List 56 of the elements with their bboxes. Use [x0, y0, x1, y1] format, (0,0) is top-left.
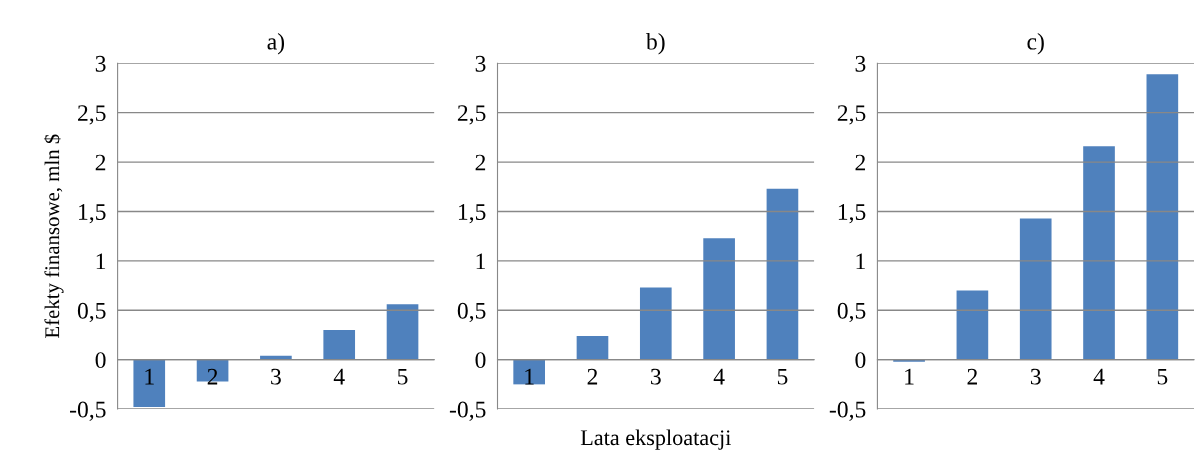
x-tick-label: 3	[271, 368, 281, 385]
y-axis-title: Efekty finansowe, mln $	[43, 134, 64, 338]
x-tick-label: 3	[1030, 368, 1041, 385]
chart-title: a)	[267, 33, 285, 55]
y-tick-label: 2	[95, 154, 106, 171]
y-tick-label: 3	[95, 55, 106, 72]
bar	[1146, 74, 1179, 360]
y-tick-label: 1,5	[838, 204, 866, 224]
x-tick-label: 2	[587, 368, 598, 385]
y-tick-label: -0,5	[449, 401, 486, 421]
y-tick-label: 0,5	[457, 302, 486, 323]
y-tick-label: 3	[475, 55, 486, 72]
x-tick-label: 3	[651, 368, 661, 385]
y-tick-label: 0,5	[77, 302, 106, 323]
y-tick-label: -0,5	[69, 401, 106, 421]
bar	[956, 290, 989, 360]
bar	[703, 238, 735, 360]
y-tick-label: 1	[96, 253, 106, 270]
y-tick-label: 0	[95, 352, 106, 369]
chart-title: b)	[645, 33, 665, 55]
x-tick-label: 1	[145, 368, 154, 385]
x-tick-label: 4	[333, 368, 345, 385]
y-tick-label: 1,5	[458, 204, 486, 224]
chart-title: c)	[1027, 33, 1044, 55]
bar	[386, 304, 419, 360]
bar	[133, 359, 166, 408]
x-tick-label: 5	[398, 368, 408, 385]
y-tick-label: 0	[855, 352, 866, 369]
x-tick-label: 2	[967, 368, 977, 385]
x-tick-label: 1	[905, 368, 914, 385]
y-tick-label: 2,5	[837, 105, 866, 125]
x-tick-label: 4	[713, 368, 725, 385]
y-tick-label: 1,5	[79, 204, 106, 224]
bar	[513, 359, 545, 385]
y-tick-label: 2	[475, 154, 486, 171]
bar	[1019, 218, 1052, 360]
y-tick-label: 0,5	[837, 302, 866, 323]
x-axis-title: Lata eksploatacji	[580, 429, 731, 450]
x-tick-label: 5	[1157, 368, 1168, 385]
y-tick-label: 0	[475, 352, 486, 369]
bar	[639, 287, 672, 360]
y-tick-label: 2,5	[78, 105, 106, 125]
x-tick-label: 4	[1093, 368, 1105, 385]
x-tick-label: 2	[207, 368, 218, 385]
y-tick-label: 1	[856, 253, 865, 270]
y-tick-label: 1	[476, 253, 485, 270]
y-tick-label: 2	[855, 154, 865, 171]
y-tick-label: -0,5	[829, 401, 866, 421]
y-tick-label: 3	[855, 55, 866, 72]
x-tick-label: 1	[525, 368, 534, 385]
bar	[1083, 146, 1115, 360]
bar	[766, 188, 799, 360]
bar	[576, 335, 609, 360]
bar	[323, 330, 356, 360]
y-tick-label: 2,5	[457, 105, 486, 125]
x-tick-label: 5	[777, 368, 788, 385]
